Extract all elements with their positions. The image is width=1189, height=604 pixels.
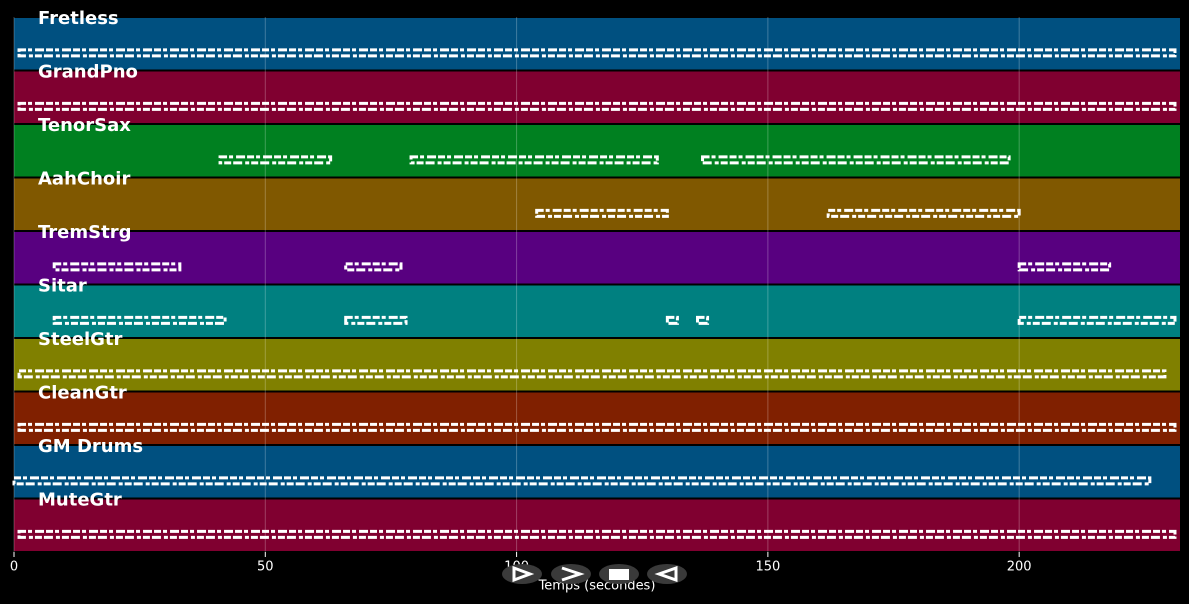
note-span xyxy=(12,476,1152,486)
note-span xyxy=(17,369,1167,379)
note-span xyxy=(826,208,1021,218)
track-name: MuteGtr xyxy=(38,490,122,511)
track-name: TenorSax xyxy=(38,115,131,136)
track-name: Sitar xyxy=(38,276,87,297)
note-span xyxy=(344,262,403,272)
note-span xyxy=(665,315,679,325)
track-band xyxy=(14,232,1180,284)
track-band xyxy=(14,446,1180,498)
note-span xyxy=(701,155,1011,165)
x-tick-label: 0 xyxy=(10,560,18,575)
track-name: GrandPno xyxy=(38,62,138,83)
track-band xyxy=(14,178,1180,230)
note-span xyxy=(696,315,710,325)
x-tick-label: 200 xyxy=(1007,560,1032,575)
track-name: GM Drums xyxy=(38,436,143,457)
track-name: Fretless xyxy=(38,8,119,29)
track-band xyxy=(14,18,1180,70)
track-name: AahChoir xyxy=(38,169,130,190)
stop-button[interactable] xyxy=(599,564,639,584)
note-span xyxy=(52,262,182,272)
track-band xyxy=(14,71,1180,123)
play-button[interactable] xyxy=(502,564,542,584)
x-axis-label: Temps (secondes) xyxy=(538,579,656,594)
rewind-button[interactable] xyxy=(647,564,687,584)
note-span xyxy=(344,315,408,325)
media-controls xyxy=(502,564,687,584)
note-span xyxy=(17,101,1177,111)
track-band xyxy=(14,125,1180,177)
x-tick-label: 150 xyxy=(755,560,780,575)
track-band xyxy=(14,499,1180,551)
forward-button[interactable] xyxy=(551,564,591,584)
note-span xyxy=(1017,262,1112,272)
x-tick-label: 50 xyxy=(257,560,274,575)
track-band xyxy=(14,285,1180,337)
note-span xyxy=(535,208,669,218)
track-name: CleanGtr xyxy=(38,383,127,404)
track-band xyxy=(14,339,1180,391)
note-span xyxy=(1017,315,1177,325)
track-name: SteelGtr xyxy=(38,329,123,350)
note-span xyxy=(409,155,659,165)
note-span xyxy=(218,155,333,165)
note-span xyxy=(52,315,227,325)
track-name: TremStrg xyxy=(38,222,131,243)
track-band xyxy=(14,392,1180,444)
note-span xyxy=(17,48,1177,58)
note-span xyxy=(17,529,1177,539)
note-span xyxy=(17,422,1177,432)
